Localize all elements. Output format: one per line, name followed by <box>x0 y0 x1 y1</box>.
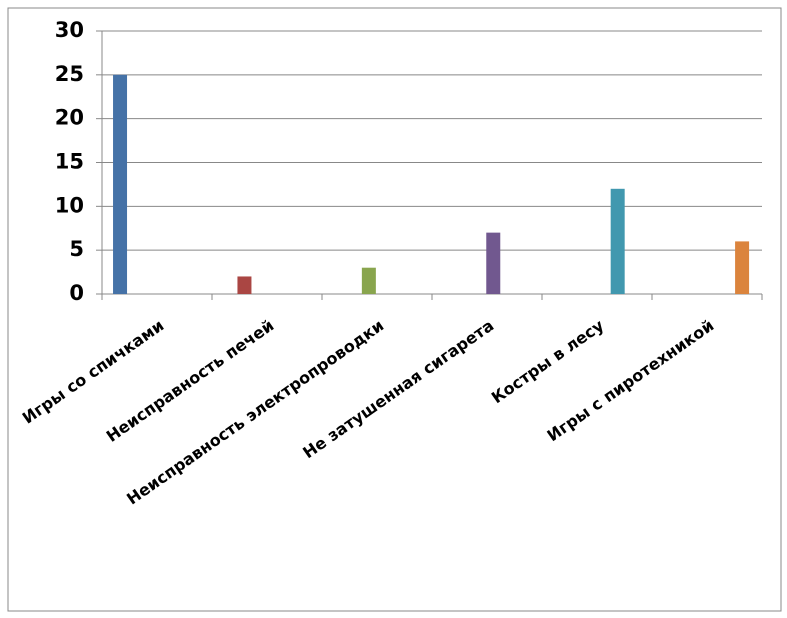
bar <box>486 232 501 294</box>
y-tick-label: 30 <box>55 18 84 42</box>
bar <box>735 241 750 294</box>
y-tick-label: 0 <box>69 281 84 305</box>
bar <box>237 276 252 294</box>
chart-frame <box>7 7 782 612</box>
y-tick-label: 15 <box>55 150 84 174</box>
bar <box>610 188 625 294</box>
y-tick-label: 10 <box>55 193 84 217</box>
bar <box>361 267 376 294</box>
bar <box>113 74 128 294</box>
y-tick-label: 5 <box>69 237 84 261</box>
y-tick-label: 20 <box>55 106 84 130</box>
y-tick-label: 25 <box>55 62 84 86</box>
